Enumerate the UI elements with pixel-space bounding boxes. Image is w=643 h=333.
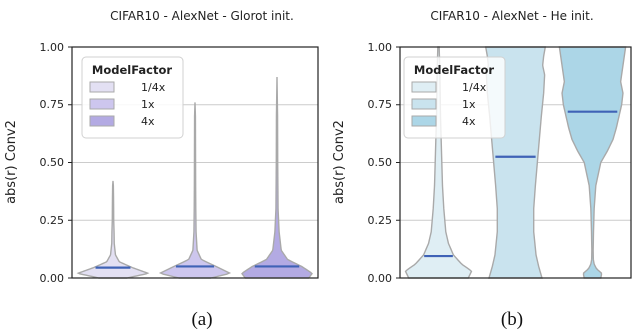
y-tick-label: 0.00 bbox=[368, 272, 393, 285]
y-tick-label: 0.75 bbox=[40, 98, 65, 111]
legend-title: ModelFactor bbox=[414, 63, 494, 77]
legend-label: 1x bbox=[141, 98, 155, 111]
plot-area bbox=[68, 46, 319, 279]
panel-a: CIFAR10 - AlexNet - Glorot init. abs(r) … bbox=[4, 9, 319, 330]
legend-swatch bbox=[411, 115, 437, 127]
violin-body bbox=[241, 77, 313, 279]
panel-a-y-axis-label: abs(r) Conv2 bbox=[4, 120, 19, 204]
legend-swatch bbox=[89, 81, 115, 93]
panel-b-y-tick-labels: 1.00 0.75 0.50 0.25 0.00 bbox=[368, 41, 393, 285]
panel-a-title: CIFAR10 - AlexNet - Glorot init. bbox=[110, 9, 294, 23]
axes-frame bbox=[399, 46, 632, 279]
y-tick-label: 0.75 bbox=[368, 98, 393, 111]
panel-b-legend: ModelFactor 1/4x 1x 4x bbox=[403, 56, 506, 139]
axes-frame bbox=[71, 46, 319, 279]
panel-b-caption: (b) bbox=[501, 309, 523, 330]
panel-b-y-axis-label: abs(r) Conv2 bbox=[332, 120, 347, 204]
legend-label: 4x bbox=[462, 115, 476, 128]
legend-swatch bbox=[411, 98, 437, 110]
panel-a-caption: (a) bbox=[191, 309, 212, 330]
legend-swatch bbox=[89, 115, 115, 127]
panel-a-y-tick-labels: 1.00 0.75 0.50 0.25 0.00 bbox=[40, 41, 65, 285]
y-tick-label: 1.00 bbox=[368, 41, 393, 54]
legend-label: 1/4x bbox=[141, 81, 166, 94]
legend-label: 4x bbox=[141, 115, 155, 128]
legend-label: 1/4x bbox=[462, 81, 487, 94]
legend-label: 1x bbox=[462, 98, 476, 111]
y-tick-label: 0.50 bbox=[40, 156, 65, 169]
y-tick-label: 0.25 bbox=[368, 214, 393, 227]
violin bbox=[158, 102, 232, 279]
violin-body bbox=[76, 180, 150, 279]
y-tick-label: 1.00 bbox=[40, 41, 65, 54]
panel-b-title: CIFAR10 - AlexNet - He init. bbox=[430, 9, 593, 23]
y-tick-label: 0.25 bbox=[40, 214, 65, 227]
legend-swatch bbox=[411, 81, 437, 93]
y-tick-label: 0.50 bbox=[368, 156, 393, 169]
plot-area bbox=[396, 46, 632, 279]
panel-a-legend: ModelFactor 1/4x 1x 4x bbox=[81, 56, 184, 139]
legend-title: ModelFactor bbox=[92, 63, 172, 77]
y-tick-label: 0.00 bbox=[40, 272, 65, 285]
violin-body bbox=[158, 102, 232, 279]
panel-b: CIFAR10 - AlexNet - He init. abs(r) Conv… bbox=[332, 9, 632, 330]
violin bbox=[76, 180, 150, 279]
violin bbox=[241, 77, 313, 279]
legend-swatch bbox=[89, 98, 115, 110]
